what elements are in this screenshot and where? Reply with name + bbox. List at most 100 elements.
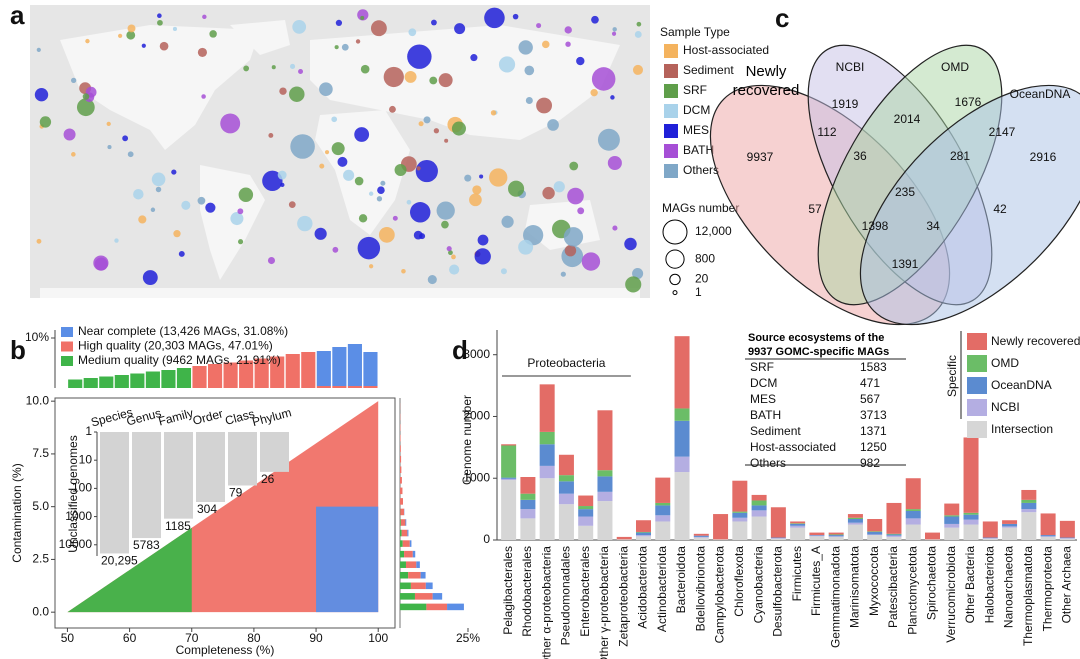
map-bubble	[355, 39, 361, 44]
panel-label: d	[452, 335, 468, 365]
histogram-bar	[285, 354, 300, 388]
venn-count: 57	[808, 202, 822, 216]
y-tick-label: 7.5	[32, 446, 49, 460]
histogram-bar	[400, 529, 402, 537]
map-bubble	[581, 252, 601, 271]
map-bubble	[413, 230, 423, 240]
legend-label: Host-associated	[683, 43, 769, 57]
map-bubble	[36, 238, 42, 244]
map-bubble	[406, 199, 412, 205]
legend-swatch	[664, 104, 678, 118]
data-label: 304	[197, 502, 217, 516]
histogram-bar	[161, 370, 176, 388]
size-legend-label: 20	[695, 272, 709, 286]
histogram-bar	[332, 347, 347, 386]
map-bubble	[444, 138, 449, 143]
histogram-bar	[401, 529, 408, 537]
x-tick-label: Other α-proteobacteria	[539, 546, 553, 659]
map-bubble	[297, 215, 313, 232]
map-bubble	[449, 264, 460, 275]
venn-count: 9937	[747, 150, 774, 164]
legend-swatch	[967, 377, 987, 394]
bar-segment	[770, 538, 786, 539]
map-bubble	[357, 236, 381, 260]
map-bubble	[118, 33, 123, 38]
bar-segment	[867, 534, 883, 536]
histogram-bar	[408, 571, 421, 579]
bar-segment	[905, 518, 921, 525]
size-legend-circle	[669, 273, 681, 286]
bar	[132, 432, 161, 539]
map-bubble	[446, 246, 452, 252]
size-legend-label: 12,000	[695, 224, 732, 238]
map-bubble	[380, 180, 386, 186]
category-label: Family	[157, 406, 195, 429]
histogram-bar	[400, 445, 401, 452]
bar-segment	[944, 503, 960, 516]
map-bubble	[34, 88, 49, 102]
histogram-bar	[400, 498, 403, 505]
map-bubble	[441, 220, 449, 229]
legend-title: Sample Type	[660, 25, 730, 39]
map-bubble	[392, 215, 398, 221]
histogram-bar	[405, 519, 407, 526]
y-tick-label: 2000	[463, 409, 490, 423]
legend-label: NCBI	[991, 400, 1020, 414]
bar-segment	[1059, 538, 1075, 540]
bar-segment	[636, 536, 651, 540]
map-bubble	[634, 31, 642, 38]
map-bubble	[591, 15, 599, 24]
venn-count: 281	[950, 149, 970, 163]
histogram-bar	[316, 386, 331, 388]
legend-label: DCM	[683, 103, 710, 117]
map-bubble	[279, 87, 287, 95]
map-bubble	[114, 238, 119, 243]
bar-segment	[1040, 536, 1056, 537]
map-bubble	[205, 202, 216, 213]
panel-label: b	[10, 335, 26, 365]
bar-segment	[1040, 513, 1056, 536]
x-tick-label: Desulfobacterota	[771, 546, 785, 637]
map-bubble	[178, 250, 185, 257]
legend-label: Medium quality (9462 MAGs, 21.91%)	[78, 353, 281, 367]
map-bubble	[500, 268, 507, 275]
bar-segment	[501, 477, 517, 479]
map-bubble	[220, 113, 241, 134]
point-cloud	[67, 527, 192, 613]
bar-segment	[963, 519, 979, 525]
x-tick-label: Thermoproteota	[1040, 546, 1054, 632]
map-bubble	[334, 45, 339, 50]
y-tick-label: 1000	[65, 509, 92, 523]
map-bubble	[237, 208, 244, 215]
x-tick-label: 25%	[456, 631, 480, 645]
map-bubble	[389, 105, 396, 113]
histogram-bar	[332, 386, 347, 388]
bar-segment	[558, 475, 574, 482]
venn-count: 1398	[862, 219, 889, 233]
bar-segment	[655, 502, 671, 506]
map-bubble	[378, 226, 395, 243]
category-label: Phylum	[251, 405, 293, 429]
table-cell: MES	[750, 392, 776, 406]
map-bubble	[553, 181, 565, 193]
x-tick-label: Patescibacteria	[886, 546, 900, 628]
bar-segment	[693, 533, 709, 536]
venn-count: 42	[993, 202, 1007, 216]
map-bubble	[319, 82, 333, 97]
x-tick-label: Cyanobacteria	[751, 546, 765, 624]
map-bubble	[151, 172, 166, 187]
map-bubble	[127, 151, 134, 158]
map-bubble	[590, 88, 598, 97]
bar-segment	[501, 444, 517, 446]
map-bubble	[433, 128, 440, 134]
bar-segment	[790, 523, 806, 524]
bar-segment	[578, 516, 594, 526]
venn-set-label-box: Newly recovered	[733, 63, 800, 99]
bar-segment	[578, 495, 594, 507]
map-bubble	[477, 234, 489, 246]
table-cell: 1371	[860, 424, 887, 438]
bar	[100, 432, 129, 554]
bar-segment	[674, 472, 690, 540]
map-land	[40, 288, 640, 298]
x-tick-label: Enterobacterales	[578, 546, 592, 637]
